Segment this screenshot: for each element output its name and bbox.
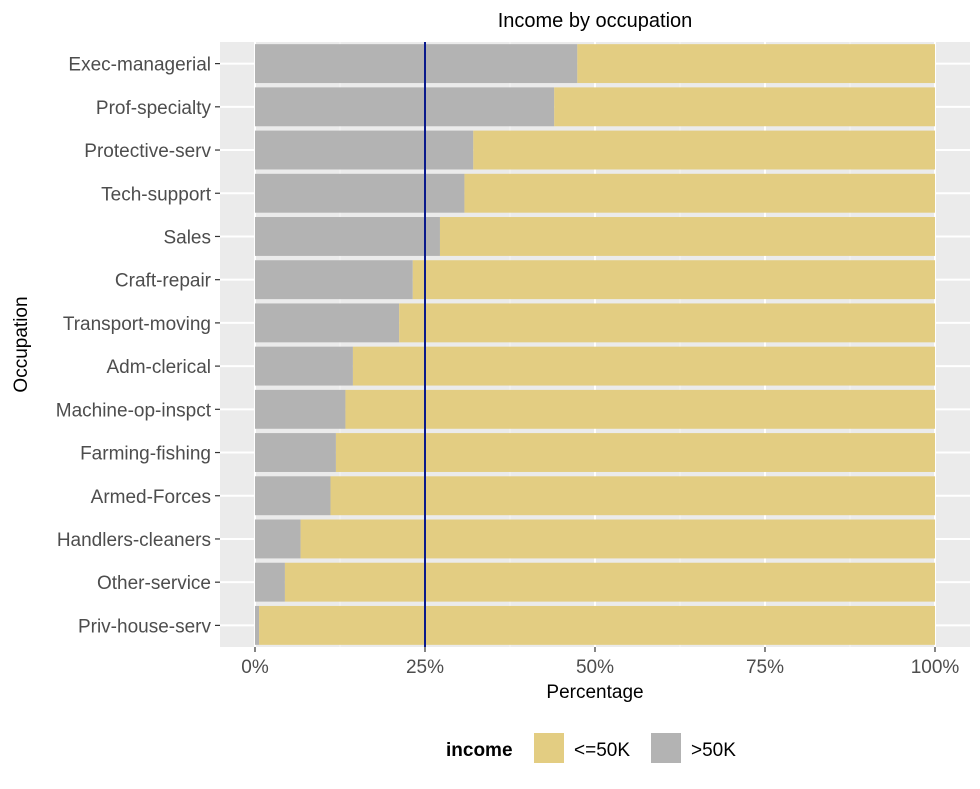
bar-sales-gt50k — [255, 217, 440, 256]
bar-protective-serv-le50k — [473, 130, 935, 170]
bar-farming-fishing-le50k — [335, 433, 935, 472]
x-tick-label: 0% — [241, 657, 269, 678]
bar-armed-forces-gt50k — [255, 476, 331, 516]
y-tick-label-sales: Sales — [163, 227, 211, 248]
y-tick-label-farming-fishing: Farming-fishing — [80, 444, 211, 465]
bar-priv-house-serv-le50k — [259, 605, 936, 645]
bar-handlers-cleaners-le50k — [300, 519, 935, 559]
x-tick-label: 50% — [576, 657, 614, 678]
y-tick-label-tech-support: Tech-support — [101, 184, 212, 205]
legend-label-gt50k: >50K — [691, 740, 736, 761]
legend-key-le50k — [534, 733, 564, 763]
bar-prof-specialty-gt50k — [255, 87, 555, 127]
bar-handlers-cleaners-gt50k — [255, 519, 301, 559]
y-tick-label-exec-managerial: Exec-managerial — [68, 55, 211, 76]
y-axis-title: Occupation — [11, 296, 32, 392]
x-tick-label: 25% — [406, 657, 444, 678]
bar-armed-forces-le50k — [330, 476, 936, 516]
bars — [255, 44, 936, 645]
bar-machine-op-inspct-gt50k — [255, 389, 346, 429]
y-tick-label-priv-house-serv: Priv-house-serv — [78, 616, 212, 637]
bar-machine-op-inspct-le50k — [345, 389, 935, 429]
legend: income <=50K >50K — [446, 733, 736, 763]
bar-adm-clerical-gt50k — [255, 346, 353, 386]
legend-label-le50k: <=50K — [574, 740, 630, 761]
bar-other-service-gt50k — [255, 562, 285, 602]
bar-transport-moving-le50k — [399, 303, 935, 343]
x-tick-label: 75% — [746, 657, 784, 678]
bar-protective-serv-gt50k — [255, 130, 474, 170]
y-tick-label-handlers-cleaners: Handlers-cleaners — [57, 530, 211, 551]
bar-craft-repair-le50k — [412, 260, 935, 300]
bar-farming-fishing-gt50k — [255, 433, 336, 472]
bar-tech-support-gt50k — [255, 173, 465, 213]
bar-sales-le50k — [439, 217, 935, 256]
bar-craft-repair-gt50k — [255, 260, 413, 300]
y-tick-label-prof-specialty: Prof-specialty — [96, 98, 212, 119]
bar-prof-specialty-le50k — [554, 87, 935, 127]
y-tick-label-armed-forces: Armed-Forces — [91, 487, 211, 508]
y-tick-label-machine-op-inspct: Machine-op-inspct — [56, 400, 212, 421]
bar-adm-clerical-le50k — [352, 346, 935, 386]
bar-transport-moving-gt50k — [255, 303, 400, 343]
y-axis: Exec-managerial Prof-specialty Protective-… — [56, 55, 220, 637]
bar-exec-managerial-gt50k — [255, 44, 578, 84]
y-tick-label-craft-repair: Craft-repair — [115, 271, 212, 292]
legend-title: income — [446, 740, 513, 761]
chart-title: Income by occupation — [498, 10, 693, 32]
y-tick-label-transport-moving: Transport-moving — [63, 314, 211, 335]
x-tick-label: 100% — [911, 657, 960, 678]
y-tick-label-protective-serv: Protective-serv — [84, 141, 211, 162]
bar-priv-house-serv-gt50k — [255, 605, 260, 645]
x-axis-title: Percentage — [546, 682, 643, 703]
bar-exec-managerial-le50k — [577, 44, 935, 84]
x-axis: 0% 25% 50% 75% 100% — [241, 647, 959, 678]
bar-other-service-le50k — [284, 562, 935, 602]
legend-key-gt50k — [651, 733, 681, 763]
bar-tech-support-le50k — [464, 173, 935, 213]
y-tick-label-adm-clerical: Adm-clerical — [106, 357, 211, 378]
y-tick-label-other-service: Other-service — [97, 573, 211, 594]
